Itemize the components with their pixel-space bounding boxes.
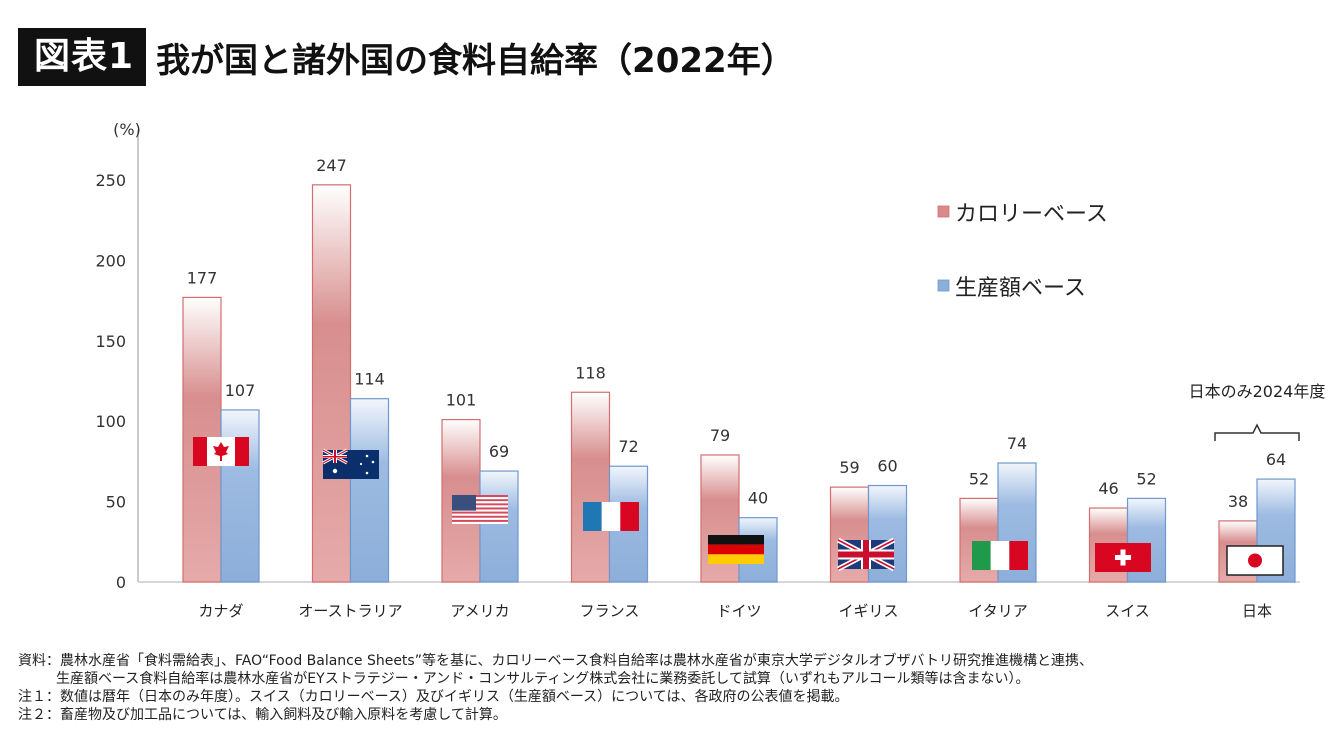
flag-part (1115, 555, 1131, 560)
chart-title: 我が国と諸外国の食料自給率（2022年） (156, 40, 795, 81)
bar-calorie-base (570, 391, 611, 583)
switzerland-flag (1095, 543, 1151, 572)
bar-production-value-base (479, 470, 519, 583)
x-tick-label: アメリカ (450, 602, 509, 620)
data-label: 74 (1007, 434, 1027, 453)
canada-flag (193, 437, 249, 466)
germany-flag (708, 535, 764, 564)
brace-icon (1214, 423, 1300, 441)
flag-part (1009, 541, 1028, 570)
bar-calorie-base (311, 184, 352, 583)
star-icon (371, 460, 375, 464)
x-tick-label: オーストラリア (298, 602, 402, 620)
japan-flag (1226, 545, 1284, 576)
star-icon (359, 462, 363, 466)
note-1: 注１：数値は暦年（日本のみ年度）。スイス（カロリーベース）及びイギリス（生産額ベ… (18, 689, 849, 705)
data-label: 38 (1228, 492, 1248, 511)
france-flag (583, 502, 639, 531)
flag-part (583, 502, 602, 531)
note-2: 注２：畜産物及び加工品については、輸入飼料及び輸入原料を考慮して計算。 (18, 707, 507, 723)
x-tick-label: ドイツ (716, 602, 761, 620)
flag-part (452, 513, 508, 516)
star-icon (332, 468, 338, 474)
data-label: 101 (446, 391, 477, 410)
flag-part (452, 517, 508, 520)
flag-part (838, 551, 894, 558)
flag-part (972, 541, 991, 570)
figure-title: 図表1 我が国と諸外国の食料自給率（2022年） (18, 28, 795, 86)
data-label: 60 (877, 457, 897, 476)
australia-flag (322, 448, 379, 479)
data-label: 79 (710, 426, 730, 445)
data-label: 52 (969, 469, 989, 488)
x-tick-label: スイス (1105, 602, 1150, 620)
flag-part (990, 541, 1010, 570)
flag-part (452, 501, 508, 504)
data-label: 69 (489, 442, 509, 461)
flag-part (452, 521, 508, 524)
x-tick-label: フランス (580, 602, 640, 620)
note-source: 資料：農林水産省「食料需給表」、FAO“Food Balance Sheets”… (18, 653, 1093, 669)
uk-flag (836, 537, 896, 572)
star-icon (365, 454, 369, 458)
flag-part (708, 535, 764, 545)
bar-production-value-base (220, 409, 260, 583)
flag-part (452, 495, 508, 498)
source-notes: 資料：農林水産省「食料需給表」、FAO“Food Balance Sheets”… (18, 652, 1093, 724)
flag-part (452, 511, 508, 514)
y-tick-label: 50 (106, 493, 126, 512)
data-label: 59 (839, 458, 859, 477)
data-label: 64 (1266, 450, 1286, 469)
legend-label: 生産額ベース (955, 276, 1086, 301)
maple-leaf-icon (213, 442, 229, 461)
legend-label: カロリーベース (955, 202, 1108, 227)
flag-part (452, 507, 508, 510)
x-tick-label: 日本 (1242, 602, 1272, 620)
data-label: 107 (225, 381, 256, 400)
flag-part (452, 503, 508, 506)
flag-part (452, 497, 508, 500)
y-tick-label: 200 (95, 251, 126, 270)
y-tick-label: 0 (116, 573, 126, 592)
flag-part (193, 437, 207, 466)
y-axis-unit-label: (%) (113, 120, 141, 139)
star-icon (365, 471, 369, 475)
flag-part (452, 499, 508, 502)
flag-part (235, 437, 249, 466)
bar-production-value-base (349, 398, 390, 583)
legend-swatch (937, 205, 950, 218)
data-label: 177 (187, 268, 218, 287)
y-tick-label: 150 (95, 332, 126, 351)
data-label: 40 (748, 489, 768, 508)
x-tick-label: イタリア (968, 602, 1027, 620)
usa-flag (452, 495, 508, 524)
flag-part (452, 519, 508, 522)
flag-part (708, 554, 764, 564)
data-label: 72 (618, 437, 638, 456)
flag-part (452, 495, 476, 511)
italy-flag (972, 541, 1028, 570)
bar-chart: (%) 0 50 100 150 200 250 177 107 カナダ 247 114 オーストラリ… (95, 120, 1326, 620)
data-label: 52 (1136, 469, 1156, 488)
flag-part (601, 502, 621, 531)
data-label: 247 (316, 156, 347, 175)
data-label: 46 (1098, 479, 1118, 498)
flag-part (452, 505, 508, 508)
x-tick-label: イギリス (838, 602, 898, 620)
note-source-cont: 生産額ベース食料自給率は農林水産省がEYストラテジー・アンド・コンサルティング株… (56, 671, 1030, 687)
flag-part (708, 544, 764, 555)
flag-part (452, 515, 508, 518)
x-tick-label: カナダ (198, 602, 243, 620)
flag-part (452, 509, 508, 512)
data-label: 118 (575, 363, 606, 382)
flag-part (620, 502, 639, 531)
legend-swatch (937, 279, 950, 292)
annotation-label: 日本のみ2024年度 (1189, 382, 1326, 401)
y-tick-label: 250 (95, 171, 126, 190)
sun-disc (1248, 553, 1262, 568)
data-label: 114 (354, 370, 385, 389)
y-tick-label: 100 (95, 412, 126, 431)
figure-badge: 図表1 (18, 28, 147, 86)
flag-part (323, 456, 347, 458)
